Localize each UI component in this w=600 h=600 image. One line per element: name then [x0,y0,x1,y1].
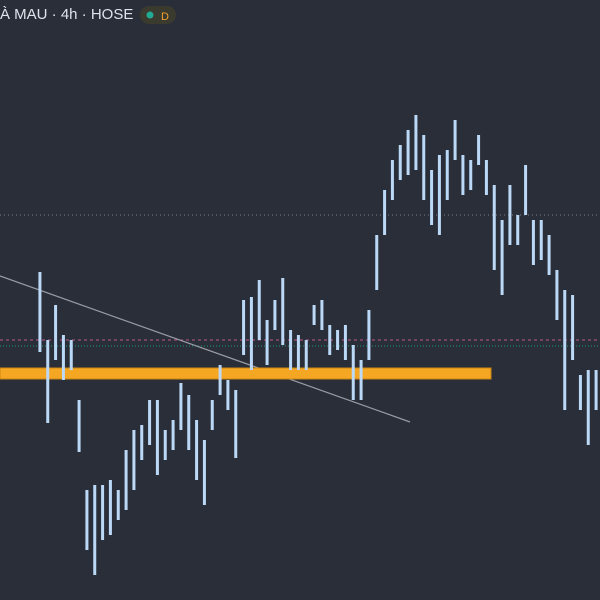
bar [351,345,355,400]
bar [586,370,590,445]
bar [171,420,175,450]
bar [390,160,394,200]
bar [296,335,300,370]
bar [257,280,261,340]
bar [38,272,42,352]
bar [304,340,308,370]
bar [320,300,324,330]
bar [265,320,269,365]
bar [155,400,159,475]
bar [343,325,347,360]
bar [140,425,144,460]
bar [273,300,277,330]
bar [531,220,535,265]
chart-title: À MAU · 4h · HOSE [0,6,133,23]
bar [108,480,112,535]
bar [249,297,253,370]
bar [437,155,441,235]
bar [563,290,567,410]
bar [69,340,73,370]
bar [430,170,434,225]
bar [234,390,238,458]
bar [218,365,222,395]
bar [46,340,50,423]
bar [202,440,206,505]
bar [555,270,559,320]
badge-label: D [161,11,169,23]
bar [492,185,496,270]
zone-band [0,367,492,380]
badge [140,6,176,24]
bar [578,375,582,410]
bar [93,485,97,575]
bar [453,120,457,160]
bar [445,150,449,200]
bar [179,383,183,430]
bar [148,400,152,445]
bar [226,380,230,410]
bar [163,430,167,460]
bar [85,490,89,550]
bar [414,115,418,170]
trend-line [0,275,411,423]
bar [312,305,316,325]
bar [571,295,575,360]
bar [398,145,402,180]
bar [132,430,136,490]
bar [508,185,512,245]
bar [594,370,598,410]
bar [469,160,473,190]
bar [500,220,504,295]
bar [461,155,465,195]
bar [289,330,293,370]
bar [101,485,105,540]
bar [242,300,246,355]
bar [187,395,191,450]
status-dot [146,11,154,19]
bar [124,450,128,510]
bar [477,135,481,165]
bar [210,400,214,430]
bar [516,215,520,245]
bar [375,235,379,290]
bar [116,490,120,520]
bar [524,165,528,215]
bar [547,235,551,275]
bar [336,330,340,350]
bar [359,360,363,400]
bar [328,325,332,355]
bar [281,278,285,345]
bar [367,310,371,360]
bar [383,190,387,235]
bar [422,135,426,200]
bar [77,400,81,452]
bar [54,305,58,360]
bar [195,420,199,480]
bar [406,130,410,175]
bar [539,220,543,260]
bar [61,335,65,380]
bar [484,160,488,195]
